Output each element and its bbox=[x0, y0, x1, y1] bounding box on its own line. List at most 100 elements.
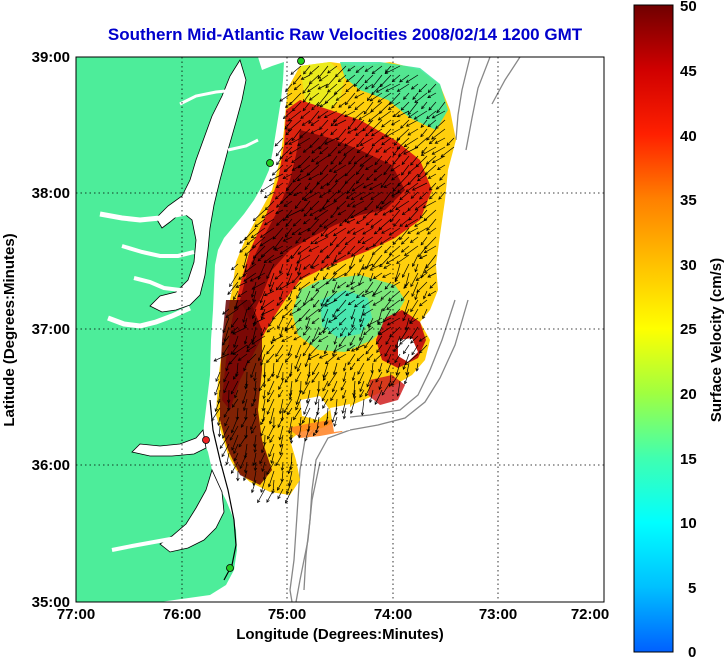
velocity-arrow bbox=[243, 254, 248, 269]
velocity-arrowhead bbox=[290, 71, 294, 75]
velocity-arrow bbox=[343, 146, 356, 156]
velocity-arrowhead bbox=[434, 140, 439, 144]
velocity-arrow bbox=[389, 227, 401, 236]
velocity-arrow bbox=[401, 155, 410, 165]
velocity-arrowhead bbox=[310, 130, 315, 134]
colorbar-tick-label: 45 bbox=[680, 63, 697, 80]
velocity-arrowhead bbox=[362, 215, 367, 219]
velocity-arrow bbox=[213, 353, 230, 362]
velocity-arrow bbox=[240, 416, 248, 428]
velocity-arrowhead bbox=[393, 348, 397, 353]
velocity-arrow bbox=[276, 362, 284, 379]
velocity-arrowhead bbox=[246, 345, 250, 349]
velocity-arrow bbox=[326, 173, 338, 186]
velocity-arrowhead bbox=[422, 315, 426, 320]
velocity-arrow bbox=[260, 416, 266, 425]
velocity-field bbox=[211, 62, 456, 504]
velocity-arrowhead bbox=[315, 161, 320, 165]
velocity-arrowhead bbox=[401, 211, 406, 216]
velocity-arrowhead bbox=[370, 132, 375, 137]
velocity-arrow bbox=[369, 182, 383, 191]
velocity-arrow bbox=[230, 317, 239, 328]
velocity-arrow bbox=[318, 83, 329, 90]
velocity-arrow bbox=[420, 119, 428, 128]
velocity-arrowhead bbox=[423, 295, 427, 300]
velocity-arrow bbox=[427, 119, 437, 127]
velocity-arrowhead bbox=[238, 276, 242, 280]
velocity-arrowhead bbox=[233, 376, 237, 380]
velocity-arrow bbox=[351, 308, 356, 320]
velocity-arrowhead bbox=[304, 363, 308, 368]
velocity-arrowhead bbox=[259, 243, 264, 247]
velocity-arrow bbox=[278, 380, 284, 390]
velocity-arrowhead bbox=[377, 99, 382, 103]
velocity-arrow bbox=[352, 200, 365, 208]
velocity-arrowhead bbox=[288, 151, 293, 155]
x-tick-label: 77:00 bbox=[57, 606, 95, 623]
velocity-arrow bbox=[408, 110, 419, 118]
velocity-arrow bbox=[311, 317, 320, 324]
velocity-arrow bbox=[371, 362, 374, 373]
velocity-arrow bbox=[350, 281, 365, 290]
pamlico-sound bbox=[159, 468, 225, 553]
velocity-arrowhead bbox=[357, 272, 361, 277]
velocity-arrow bbox=[356, 218, 365, 224]
velocity-arrow bbox=[308, 353, 320, 360]
velocity-arrowhead bbox=[347, 105, 352, 109]
velocity-arrow bbox=[371, 83, 383, 96]
velocity-arrow bbox=[268, 443, 275, 457]
velocity-arrow bbox=[339, 218, 347, 227]
velocity-arrowhead bbox=[327, 89, 331, 93]
velocity-arrowhead bbox=[259, 299, 263, 304]
velocity-arrowhead bbox=[373, 231, 378, 235]
velocity-arrow bbox=[293, 407, 302, 420]
velocity-arrowhead bbox=[384, 69, 389, 73]
velocity-arrowhead bbox=[350, 215, 354, 219]
velocity-arrow bbox=[389, 92, 401, 105]
velocity-arrow bbox=[321, 389, 329, 402]
velocity-arrow bbox=[290, 434, 293, 444]
velocity-arrowhead bbox=[321, 397, 325, 402]
velocity-arrowhead bbox=[359, 258, 363, 263]
velocity-arrowhead bbox=[428, 195, 433, 200]
velocity-arrow bbox=[311, 119, 320, 126]
velocity-arrow bbox=[320, 290, 329, 307]
velocity-arrowhead bbox=[266, 471, 270, 476]
velocity-arrow bbox=[337, 281, 347, 289]
velocity-arrow bbox=[333, 416, 338, 427]
velocity-arrowhead bbox=[318, 338, 322, 342]
velocity-arrow bbox=[263, 254, 275, 263]
velocity-arrow bbox=[306, 389, 311, 404]
velocity-arrow bbox=[260, 299, 275, 310]
velocity-arrowhead bbox=[260, 312, 265, 316]
velocity-arrowhead bbox=[395, 206, 399, 211]
velocity-arrowhead bbox=[230, 324, 235, 328]
velocity-arrow bbox=[291, 227, 302, 235]
velocity-arrowhead bbox=[420, 274, 424, 279]
velocity-arrowhead bbox=[371, 264, 376, 268]
velocity-arrowhead bbox=[285, 131, 290, 136]
velocity-arrowhead bbox=[251, 315, 256, 320]
velocity-arrowhead bbox=[284, 125, 288, 130]
velocity-arrowhead bbox=[278, 386, 282, 390]
velocity-arrowhead bbox=[437, 166, 441, 170]
velocity-arrow bbox=[260, 425, 266, 436]
velocity-arrow bbox=[266, 461, 275, 475]
velocity-arrow bbox=[289, 389, 293, 400]
velocity-arrow bbox=[363, 182, 374, 189]
velocity-arrowhead bbox=[414, 296, 418, 301]
velocity-arrowhead bbox=[375, 378, 379, 383]
velocity-arrow bbox=[285, 218, 293, 227]
velocity-arrow bbox=[227, 281, 239, 295]
velocity-arrow bbox=[364, 335, 374, 349]
velocity-arrowhead bbox=[223, 414, 227, 418]
velocity-arrow bbox=[309, 335, 320, 345]
velocity-arrowhead bbox=[356, 88, 361, 92]
velocity-arrowhead bbox=[336, 285, 341, 289]
velocity-arrow bbox=[232, 344, 248, 355]
velocity-arrow bbox=[379, 380, 383, 390]
velocity-arrow bbox=[342, 398, 347, 414]
velocity-arrowhead bbox=[341, 410, 345, 414]
velocity-arrow bbox=[297, 263, 302, 275]
velocity-arrowhead bbox=[263, 292, 268, 297]
